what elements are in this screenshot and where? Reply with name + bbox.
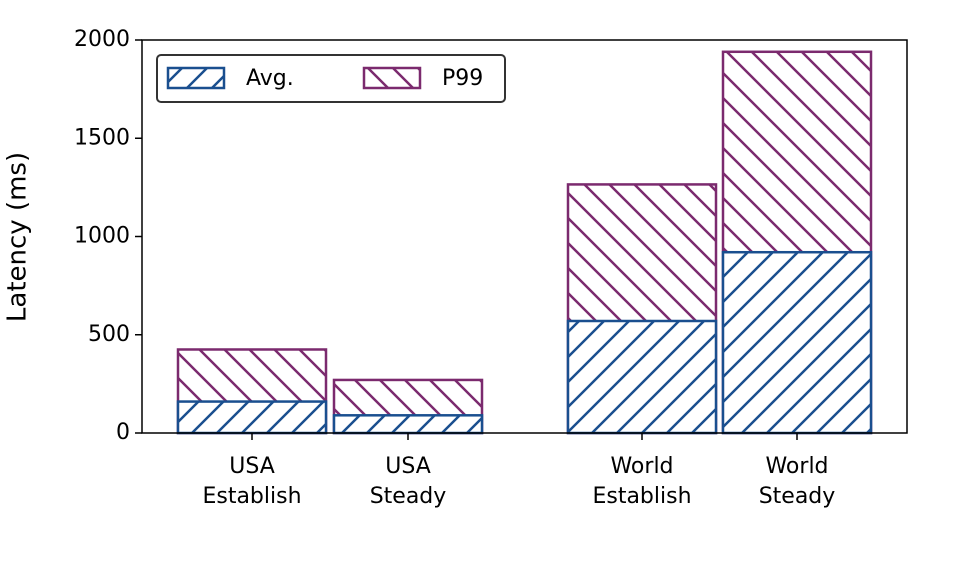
legend-label: P99: [442, 66, 483, 91]
x-tick-label: USA Steady: [369, 454, 447, 509]
bar-hatch: [566, 319, 718, 435]
y-axis-label: Latency (ms): [3, 152, 33, 322]
y-tick-label: 1500: [74, 125, 130, 150]
plot-frame: [141, 39, 908, 434]
y-tick-label: 2000: [74, 27, 130, 52]
legend-swatch: [166, 66, 226, 90]
y-tick-label: 1000: [74, 224, 130, 249]
x-tick-label: World Steady: [758, 454, 836, 509]
x-tick-label: USA Establish: [202, 454, 302, 509]
legend-swatch: [362, 66, 422, 90]
bar-hatch: [721, 250, 873, 435]
x-tick-label: World Establish: [592, 454, 692, 509]
bar-hatch: [332, 414, 484, 435]
bar-hatch: [176, 400, 328, 435]
y-tick-label: 0: [116, 420, 130, 445]
y-tick-label: 500: [88, 322, 130, 347]
legend-label: Avg.: [246, 66, 294, 91]
